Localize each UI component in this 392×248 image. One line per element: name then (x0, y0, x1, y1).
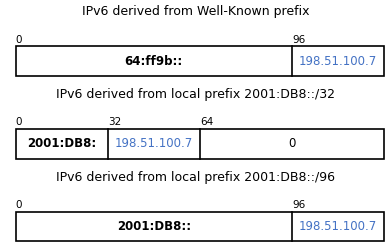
FancyBboxPatch shape (16, 129, 384, 159)
Text: 198.51.100.7: 198.51.100.7 (299, 55, 377, 68)
Text: IPv6 derived from local prefix 2001:DB8::/96: IPv6 derived from local prefix 2001:DB8:… (56, 171, 336, 184)
FancyBboxPatch shape (16, 212, 384, 241)
Text: 32: 32 (108, 117, 121, 127)
Text: 64: 64 (200, 117, 213, 127)
Text: 0: 0 (289, 137, 296, 150)
Text: IPv6 derived from Well-Known prefix: IPv6 derived from Well-Known prefix (82, 5, 310, 18)
Text: 0: 0 (16, 200, 22, 210)
Text: 2001:DB8:: 2001:DB8: (27, 137, 96, 150)
Text: 0: 0 (16, 117, 22, 127)
Text: 2001:DB8::: 2001:DB8:: (117, 220, 191, 233)
FancyBboxPatch shape (16, 46, 384, 76)
Text: 0: 0 (16, 35, 22, 45)
Text: 96: 96 (292, 200, 305, 210)
Text: 96: 96 (292, 35, 305, 45)
Text: 64:ff9b::: 64:ff9b:: (125, 55, 183, 68)
Text: 198.51.100.7: 198.51.100.7 (299, 220, 377, 233)
Text: IPv6 derived from local prefix 2001:DB8::/32: IPv6 derived from local prefix 2001:DB8:… (56, 88, 336, 101)
Text: 198.51.100.7: 198.51.100.7 (115, 137, 193, 150)
